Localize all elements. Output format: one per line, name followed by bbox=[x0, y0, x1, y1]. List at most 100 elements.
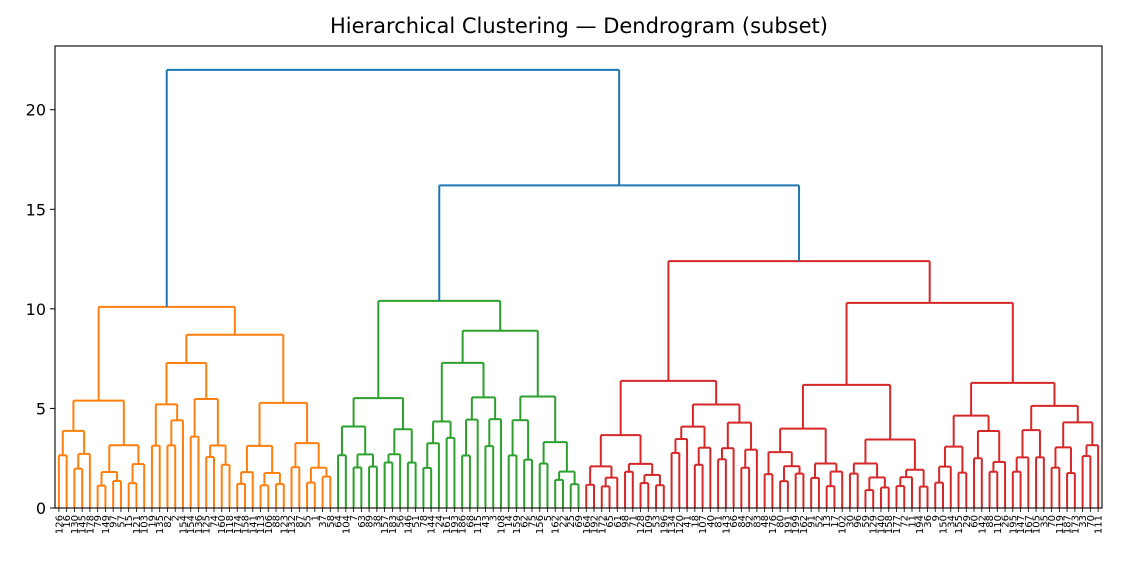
leaf-label: 80 bbox=[776, 515, 787, 528]
leaf-label: 40 bbox=[706, 515, 717, 528]
leaf-label: 56 bbox=[396, 515, 407, 528]
leaf-label: 128 bbox=[636, 515, 647, 534]
leaf-label: 30 bbox=[845, 515, 856, 528]
leaf-label: 38 bbox=[372, 515, 383, 528]
leaf-label: 155 bbox=[954, 515, 965, 534]
leaf-label: 115 bbox=[473, 515, 484, 534]
leaf-label: 55 bbox=[303, 515, 314, 528]
y-tick-label: 5 bbox=[36, 399, 46, 418]
leaf-label: 106 bbox=[264, 515, 275, 534]
leaf-label: 92 bbox=[745, 515, 756, 528]
leaf-label: 176 bbox=[768, 515, 779, 534]
leaf-label: 91 bbox=[807, 515, 818, 528]
leaf-label: 16 bbox=[62, 515, 73, 528]
leaf-label: 145 bbox=[78, 515, 89, 534]
leaf-label: 84 bbox=[737, 515, 748, 528]
leaf-label: 26 bbox=[1001, 515, 1012, 528]
leaf-label: 87 bbox=[295, 515, 306, 528]
leaf-label: 129 bbox=[869, 515, 880, 534]
leaf-label: 83 bbox=[752, 515, 763, 528]
leaf-label: 71 bbox=[628, 515, 639, 528]
leaf-label: 97 bbox=[109, 515, 120, 528]
leaf-label: 1 bbox=[310, 515, 321, 521]
leaf-label: 120 bbox=[675, 515, 686, 534]
leaf-label: 104 bbox=[341, 515, 352, 534]
leaf-label: 51 bbox=[411, 515, 422, 528]
leaf-label: 154 bbox=[178, 515, 189, 534]
leaf-label: 11 bbox=[907, 515, 918, 528]
leaf-label: 193 bbox=[450, 515, 461, 534]
leaf-label: 9 bbox=[931, 515, 942, 521]
leaf-label: 24 bbox=[434, 515, 445, 528]
leaf-label: 183 bbox=[388, 515, 399, 534]
leaf-label: 105 bbox=[1032, 515, 1043, 534]
leaf-label: 14 bbox=[504, 515, 515, 528]
leaf-label: 194 bbox=[915, 515, 926, 534]
leaf-label: 22 bbox=[558, 515, 569, 528]
leaf-label: 36 bbox=[923, 515, 934, 528]
leaf-label: 174 bbox=[233, 515, 244, 534]
leaf-label: 158 bbox=[884, 515, 895, 534]
leaf-label: 66 bbox=[729, 515, 740, 528]
leaf-label: 144 bbox=[427, 515, 438, 534]
leaf-label: 158 bbox=[241, 515, 252, 534]
leaf-label: 52 bbox=[814, 515, 825, 528]
leaf-label: 161 bbox=[442, 515, 453, 534]
leaf-label: 119 bbox=[1055, 515, 1066, 534]
leaf-label: 102 bbox=[838, 515, 849, 534]
leaf-label: 132 bbox=[287, 515, 298, 534]
leaf-label: 178 bbox=[85, 515, 96, 534]
leaf-label: 187 bbox=[1063, 515, 1074, 534]
leaf-label: 164 bbox=[582, 515, 593, 534]
leaf-label: 70 bbox=[1086, 515, 1097, 528]
leaf-label: 125 bbox=[202, 515, 213, 534]
leaf-label: 63 bbox=[357, 515, 368, 528]
leaf-label: 13 bbox=[822, 515, 833, 528]
leaf-label: 154 bbox=[186, 515, 197, 534]
leaf-label: 96 bbox=[853, 515, 864, 528]
leaf-label: 57 bbox=[116, 515, 127, 528]
leaf-label: 156 bbox=[535, 515, 546, 534]
leaf-label: 141 bbox=[248, 515, 259, 534]
leaf-label: 65 bbox=[605, 515, 616, 528]
leaf-label: 149 bbox=[101, 515, 112, 534]
leaf-label: 135 bbox=[155, 515, 166, 534]
leaf-label: 69 bbox=[574, 515, 585, 528]
leaf-label: 17 bbox=[830, 515, 841, 528]
leaf-label: 82 bbox=[163, 515, 174, 528]
leaf-label: 41 bbox=[683, 515, 694, 528]
leaf-label: 75 bbox=[527, 515, 538, 528]
leaf-label: 177 bbox=[892, 515, 903, 534]
leaf-label: 15 bbox=[124, 515, 135, 528]
leaf-label: 111 bbox=[1094, 515, 1105, 534]
y-tick-label: 10 bbox=[26, 300, 46, 319]
leaf-label: 118 bbox=[225, 515, 236, 534]
leaf-label: 35 bbox=[1039, 515, 1050, 528]
y-tick-label: 0 bbox=[36, 499, 46, 518]
leaf-label: 58 bbox=[326, 515, 337, 528]
leaf-label: 74 bbox=[209, 515, 220, 528]
leaf-label: 146 bbox=[403, 515, 414, 534]
leaf-label: 162 bbox=[799, 515, 810, 534]
leaf-label: 25 bbox=[566, 515, 577, 528]
leaf-label: 195 bbox=[1008, 515, 1019, 534]
chart-title: Hierarchical Clustering — Dendrogram (su… bbox=[330, 14, 828, 38]
y-axis: 0 5 10 15 20 bbox=[26, 101, 55, 518]
leaf-label: 62 bbox=[520, 515, 531, 528]
leaf-label: 53 bbox=[652, 515, 663, 528]
leaf-label: 2 bbox=[171, 515, 182, 521]
leaf-label: 64 bbox=[334, 515, 345, 528]
leaf-label: 3 bbox=[489, 515, 500, 521]
leaf-label: 34 bbox=[946, 515, 957, 528]
y-tick-label: 20 bbox=[26, 101, 46, 120]
leaf-label: 109 bbox=[644, 515, 655, 534]
leaf-label: 157 bbox=[380, 515, 391, 534]
leaf-label: 48 bbox=[760, 515, 771, 528]
leaf-label: 121 bbox=[132, 515, 143, 534]
leaf-label: 173 bbox=[1070, 515, 1081, 534]
leaf-label: 134 bbox=[667, 515, 678, 534]
leaf-label: 81 bbox=[714, 515, 725, 528]
dendrogram-links bbox=[57, 68, 1100, 508]
leaf-label: 199 bbox=[791, 515, 802, 534]
